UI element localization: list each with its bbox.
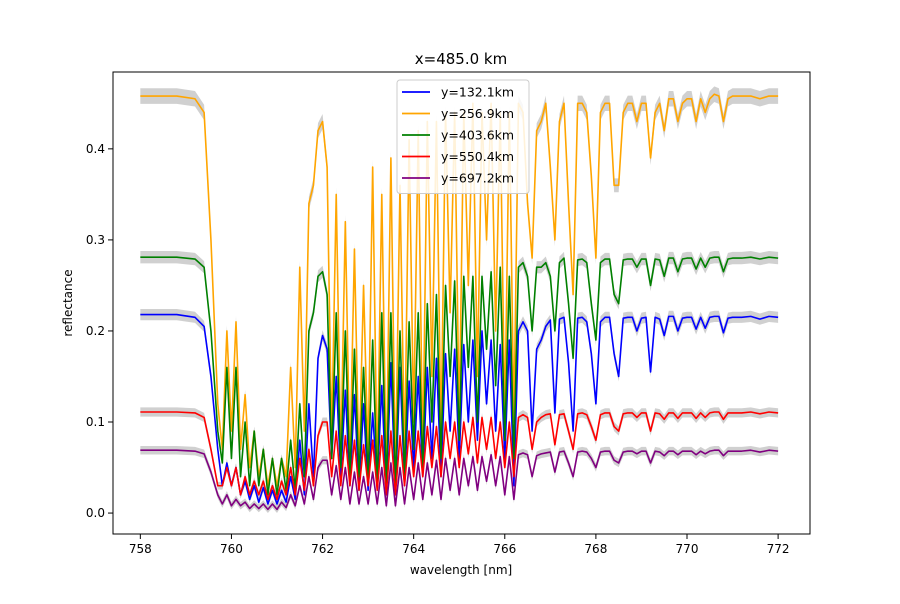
y-axis-label: reflectance <box>61 269 75 336</box>
chart-title: x=485.0 km <box>415 50 507 68</box>
x-axis: 758 760 762 764 766 768 770 772 <box>129 534 790 556</box>
x-tick-label: 770 <box>676 542 699 556</box>
x-axis-label: wavelength [nm] <box>410 563 512 577</box>
line-layer <box>140 93 779 511</box>
y-tick-label: 0.0 <box>86 506 105 520</box>
legend-label: y=403.6km <box>441 128 514 143</box>
x-tick-label: 758 <box>129 542 152 556</box>
series-line <box>140 411 779 501</box>
legend-label: y=256.9km <box>441 106 514 121</box>
legend-label: y=132.1km <box>441 85 514 100</box>
legend-label: y=697.2km <box>441 171 514 186</box>
y-tick-label: 0.2 <box>86 324 105 338</box>
y-tick-label: 0.1 <box>86 415 105 429</box>
series-band <box>140 86 779 490</box>
legend: y=132.1km y=256.9km y=403.6km y=550.4km y=69… <box>396 79 530 194</box>
x-tick-label: 768 <box>584 542 607 556</box>
series-line <box>140 449 779 511</box>
legend-box <box>396 79 530 194</box>
plot-frame <box>112 71 811 535</box>
series-line <box>140 256 779 496</box>
x-tick-label: 764 <box>402 542 425 556</box>
y-tick-label: 0.3 <box>86 233 105 247</box>
y-tick-label: 0.4 <box>86 142 105 156</box>
x-tick-label: 766 <box>493 542 516 556</box>
x-tick-label: 772 <box>767 542 790 556</box>
series-line <box>140 93 779 487</box>
y-axis: 0.0 0.1 0.2 0.3 0.4 <box>86 142 113 520</box>
x-tick-label: 762 <box>311 542 334 556</box>
series-line <box>140 313 779 505</box>
x-tick-label: 760 <box>220 542 243 556</box>
legend-label: y=550.4km <box>441 149 514 164</box>
